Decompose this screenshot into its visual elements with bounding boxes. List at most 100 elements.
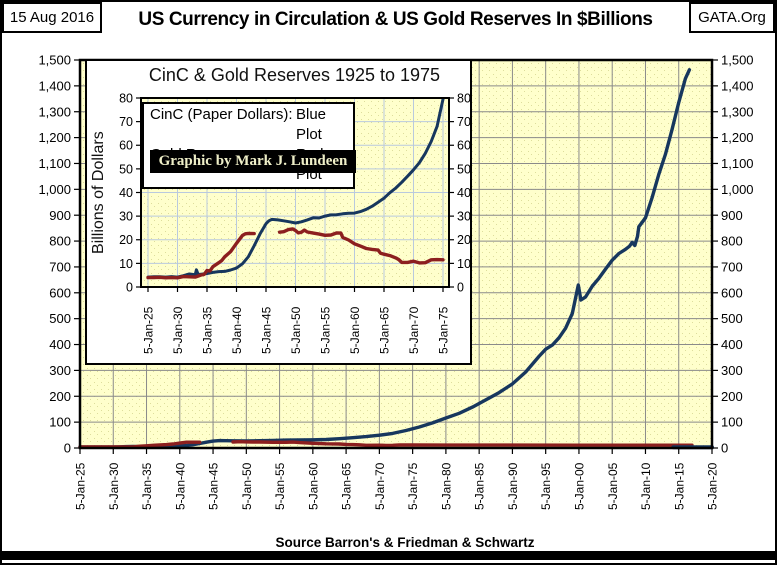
x-tick-label: 5-Jan-25 — [74, 462, 88, 510]
x-tick-label: 5-Jan-75 — [406, 462, 420, 510]
x-tick-label: 5-Jan-70 — [373, 462, 387, 510]
series-gold — [146, 231, 256, 280]
y-tick-label-left: 500 — [49, 311, 71, 326]
x-tick-label: 5-Jan-75 — [437, 306, 451, 354]
y-tick-label-right: 50 — [457, 162, 470, 176]
x-tick-label: 5-Jan-55 — [273, 462, 287, 510]
x-tick-label: 5-Jan-45 — [207, 462, 221, 510]
y-tick-label-left: 1,100 — [38, 156, 71, 171]
inset-title: CinC & Gold Reserves 1925 to 1975 — [148, 65, 441, 85]
inset-credit: Graphic by Mark J. Lundeen — [150, 150, 356, 173]
y-tick-label-right: 500 — [721, 311, 743, 326]
inset-chart-panel: 0 0 10 10 20 20 30 30 40 40 50 50 60 60 70 70 80 80 5-Jan-… — [85, 59, 472, 365]
x-tick-label: 5-Jan-65 — [340, 462, 354, 510]
y-tick-label-right: 700 — [721, 259, 743, 274]
y-tick-label-left: 1,400 — [38, 78, 71, 93]
y-tick-label-left: 800 — [49, 234, 71, 249]
y-tick-label-right: 1,200 — [721, 130, 754, 145]
y-tick-label-right: 400 — [721, 337, 743, 352]
y-tick-label-left: 40 — [119, 186, 133, 200]
y-tick-label-left: 600 — [49, 285, 71, 300]
y-tick-label-right: 70 — [457, 115, 470, 129]
y-tick-label-left: 10 — [119, 257, 133, 271]
x-tick-label: 5-Jan-65 — [378, 306, 392, 354]
legend-cinc-value: Blue Plot — [296, 106, 327, 143]
y-tick-label-left: 900 — [49, 208, 71, 223]
x-tick-label: 5-Jan-35 — [201, 306, 215, 354]
y-tick-label-right: 100 — [721, 415, 743, 430]
y-tick-label-right: 300 — [721, 363, 743, 378]
y-tick-label-left: 70 — [119, 115, 133, 129]
x-tick-label: 5-Jan-45 — [260, 306, 274, 354]
x-tick-label: 5-Jan-55 — [319, 306, 333, 354]
x-tick-label: 5-Jan-40 — [230, 306, 244, 354]
x-tick-label: 5-Jan-10 — [639, 462, 653, 510]
x-tick-label: 5-Jan-25 — [142, 306, 156, 354]
y-tick-label-left: 30 — [119, 210, 133, 224]
y-tick-label-right: 30 — [457, 210, 470, 224]
y-tick-label-left: 300 — [49, 363, 71, 378]
x-tick-label: 5-Jan-05 — [606, 462, 620, 510]
y-tick-label-right: 1,400 — [721, 78, 754, 93]
y-tick-label-left: 60 — [119, 139, 133, 153]
x-tick-label: 5-Jan-35 — [140, 462, 154, 510]
page-title: US Currency in Circulation & US Gold Res… — [138, 9, 653, 30]
y-tick-label-left: 200 — [49, 389, 71, 404]
x-tick-label: 5-Jan-40 — [173, 462, 187, 510]
y-tick-label-right: 800 — [721, 234, 743, 249]
series-gold — [231, 440, 694, 448]
x-tick-label: 5-Jan-30 — [107, 462, 121, 510]
inset-legend: CinC (Paper Dollars): Blue Plot Gold Res… — [142, 102, 355, 189]
y-tick-label-left: 1,300 — [38, 104, 71, 119]
x-tick-label: 5-Jan-80 — [439, 462, 453, 510]
x-tick-label: 5-Jan-00 — [573, 462, 587, 510]
y-tick-label-right: 600 — [721, 285, 743, 300]
y-tick-label-left: 20 — [119, 233, 133, 247]
y-tick-label-right: 1,100 — [721, 156, 754, 171]
y-tick-label-left: 1,000 — [38, 182, 71, 197]
y-tick-label-left: 400 — [49, 337, 71, 352]
x-tick-label: 5-Jan-85 — [473, 462, 487, 510]
legend-row-cinc: CinC (Paper Dollars): Blue Plot — [150, 105, 347, 145]
x-tick-label: 5-Jan-90 — [506, 462, 520, 510]
y-tick-label-left: 0 — [64, 441, 71, 456]
y-tick-label-left: 1,200 — [38, 130, 71, 145]
y-tick-label-right: 900 — [721, 208, 743, 223]
series-cinc — [78, 68, 692, 449]
y-tick-label-left: 100 — [49, 415, 71, 430]
y-tick-label-right: 20 — [457, 233, 470, 247]
x-tick-label: 5-Jan-20 — [706, 462, 720, 510]
source-caption: Source Barron's & Friedman & Schwartz — [275, 535, 535, 550]
y-tick-label-right: 10 — [457, 257, 470, 271]
bottom-border-bar — [2, 551, 775, 560]
date-box: 15 Aug 2016 — [2, 2, 102, 33]
y-tick-label-left: 80 — [119, 91, 133, 105]
y-tick-label-right: 0 — [721, 441, 728, 456]
y-tick-label-left: 700 — [49, 259, 71, 274]
x-tick-label: 5-Jan-15 — [672, 462, 686, 510]
x-tick-label: 5-Jan-60 — [348, 306, 362, 354]
y-tick-label-left: 1,500 — [38, 53, 71, 68]
series-gold — [277, 227, 445, 265]
y-tick-label-right: 1,500 — [721, 53, 754, 68]
x-tick-label: 5-Jan-70 — [407, 306, 421, 354]
y-tick-label-left: 0 — [126, 280, 133, 294]
y-tick-label-right: 80 — [457, 91, 470, 105]
y-tick-label-right: 200 — [721, 389, 743, 404]
x-tick-label: 5-Jan-60 — [306, 462, 320, 510]
x-tick-label: 5-Jan-95 — [539, 462, 553, 510]
y-tick-label-right: 1,000 — [721, 182, 754, 197]
x-tick-label: 5-Jan-30 — [171, 306, 185, 354]
y-tick-label-right: 0 — [457, 280, 464, 294]
y-tick-label-right: 60 — [457, 139, 470, 153]
x-tick-label: 5-Jan-50 — [289, 306, 303, 354]
inset-y-axis-label: Billions of Dollars — [90, 131, 107, 255]
y-tick-label-left: 50 — [119, 162, 133, 176]
y-tick-label-right: 1,300 — [721, 104, 754, 119]
y-tick-label-right: 40 — [457, 186, 470, 200]
gata-logo: GATA.Org — [689, 2, 775, 33]
x-tick-label: 5-Jan-50 — [240, 462, 254, 510]
series-cinc — [146, 97, 445, 279]
legend-cinc-label: CinC (Paper Dollars): — [150, 106, 293, 123]
